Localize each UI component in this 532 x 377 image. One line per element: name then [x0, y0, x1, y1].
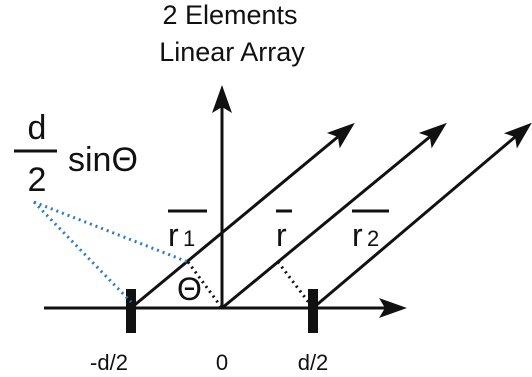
- r1-subscript: 1: [183, 226, 195, 251]
- ray-r2: [312, 122, 532, 310]
- r1-label: r: [168, 217, 179, 253]
- element-left: [126, 289, 136, 333]
- ray-r: [221, 122, 447, 310]
- position-right-label: d/2: [298, 350, 329, 375]
- ray-r1: [130, 122, 355, 310]
- r2-label: r: [352, 217, 363, 253]
- theta-label: Θ: [177, 271, 202, 307]
- sin-theta-label: sinΘ: [68, 141, 138, 179]
- r2-subscript: 2: [367, 226, 379, 251]
- path-difference-line-bottom: [32, 200, 133, 304]
- fraction-numerator: d: [28, 109, 47, 147]
- position-origin-label: 0: [216, 350, 228, 375]
- title-line-1: 2 Elements: [162, 0, 297, 30]
- r-label: r: [276, 217, 287, 253]
- element-right: [308, 289, 318, 333]
- title-line-2: Linear Array: [159, 37, 305, 67]
- projection-right-dotted: [276, 261, 315, 309]
- position-left-label: -d/2: [90, 350, 128, 375]
- fraction-denominator: 2: [28, 161, 47, 199]
- path-difference-line-top: [33, 200, 189, 264]
